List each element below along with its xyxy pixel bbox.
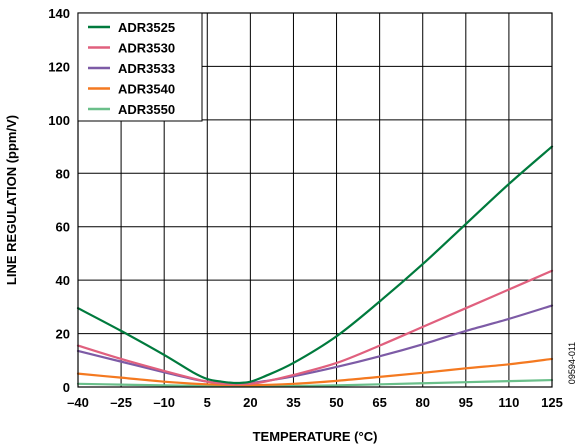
y-axis-title: LINE REGULATION (ppm/V)	[4, 115, 19, 285]
legend-label: ADR3530	[118, 41, 175, 56]
y-tick-label: 140	[48, 6, 70, 21]
x-tick-label: 125	[541, 395, 563, 410]
legend-label: ADR3540	[118, 82, 175, 97]
series-layer	[76, 145, 554, 388]
legend-label: ADR3533	[118, 61, 175, 76]
legend-label: ADR3525	[118, 20, 175, 35]
x-tick-label: 20	[243, 395, 257, 410]
series-line-adr3550	[76, 378, 554, 388]
y-tick-label: 100	[48, 113, 70, 128]
x-axis-title: TEMPERATURE (°C)	[253, 429, 378, 444]
x-tick-label: –25	[110, 395, 132, 410]
legend-label: ADR3550	[118, 102, 175, 117]
x-tick-label: –10	[153, 395, 175, 410]
x-tick-label: 35	[286, 395, 300, 410]
y-tick-label: 40	[56, 273, 70, 288]
x-tick-label: –40	[67, 395, 89, 410]
x-tick-label: 80	[415, 395, 429, 410]
plot-frame	[77, 12, 553, 388]
series-line-adr3525	[76, 145, 554, 385]
y-tick-labels: 0 20 40 60 80 100 120 140	[48, 6, 70, 395]
y-tick-label: 80	[56, 166, 70, 181]
x-tick-label: 5	[204, 395, 211, 410]
series-line-adr3533	[76, 304, 554, 385]
series-line-adr3530	[76, 269, 554, 386]
y-tick-label: 60	[56, 220, 70, 235]
y-tick-label: 120	[48, 59, 70, 74]
x-tick-label: 50	[329, 395, 343, 410]
series-line-adr3540	[76, 357, 554, 387]
legend: ADR3525 ADR3530 ADR3533 ADR3540 ADR3550	[77, 12, 203, 122]
x-tick-label: 95	[459, 395, 473, 410]
x-tick-labels: –40 –25 –10 5 20 35 50 65 80 95 110 125	[67, 395, 563, 410]
x-tick-label: 65	[372, 395, 386, 410]
y-tick-label: 0	[63, 380, 70, 395]
x-tick-label: 110	[498, 395, 519, 410]
figure-id: 09594-011	[567, 342, 577, 384]
y-tick-label: 20	[56, 327, 70, 342]
